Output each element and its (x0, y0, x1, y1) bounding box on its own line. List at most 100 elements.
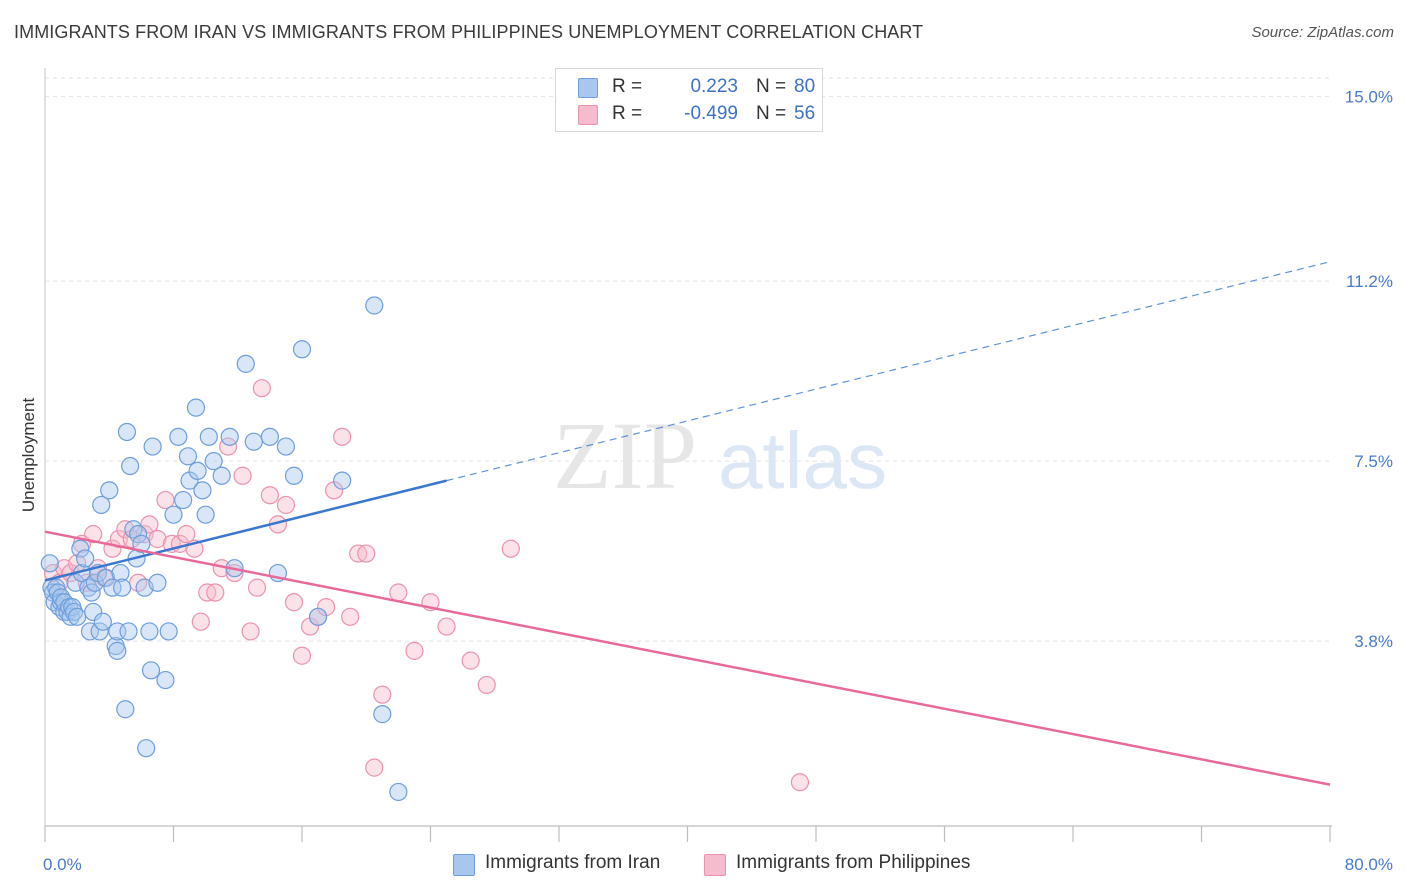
iran-point (174, 490, 193, 510)
correlation-legend: R = 0.223 N = 80 R = -0.499 N = 56 (555, 68, 823, 132)
iran-point (68, 607, 87, 626)
iran-point (204, 452, 223, 471)
philippines-trend-line (44, 530, 1331, 786)
watermark-atlas: atlas (718, 416, 887, 505)
iran-point (169, 427, 188, 446)
iran-point (96, 568, 116, 588)
iran-point (141, 661, 161, 680)
iran-point (90, 622, 109, 641)
iran-point (186, 398, 206, 417)
iran-point (220, 427, 239, 446)
philippines-point (405, 641, 424, 660)
legend-r-label: R = (612, 76, 643, 97)
iran-point (92, 495, 111, 515)
philippines-point (156, 490, 175, 510)
iran-point (100, 481, 119, 500)
legend-r-value: -0.499 (684, 103, 738, 124)
iran-points (40, 296, 408, 802)
iran-point (116, 700, 135, 719)
iran-point (308, 607, 328, 626)
philippines-point (357, 544, 376, 563)
iran-point (143, 437, 162, 456)
philippines-point (341, 607, 360, 626)
philippines-point (276, 495, 296, 515)
iran-point (365, 296, 384, 315)
gridlines (45, 77, 1330, 642)
iran-point (137, 739, 156, 758)
philippines-point (373, 685, 392, 704)
y-tick-label: 3.8% (1354, 632, 1393, 651)
legend-swatch-philippines (578, 105, 598, 125)
x-tick-label: 0.0% (43, 855, 82, 874)
iran-point (373, 705, 392, 724)
iran-trend-line (44, 479, 447, 582)
iran-point (82, 583, 101, 602)
philippines-point (84, 525, 103, 544)
iran-point (103, 578, 122, 597)
iran-trend-extension (446, 261, 1331, 482)
legend-n-label: N = (756, 103, 787, 124)
philippines-point (233, 466, 252, 485)
iran-point (119, 622, 138, 641)
y-tick-label: 7.5% (1354, 452, 1393, 471)
iran-point (244, 432, 263, 451)
iran-point (64, 602, 84, 622)
iran-point (156, 670, 175, 690)
iran-point (85, 573, 104, 592)
y-tick-label: 11.2% (1346, 272, 1393, 291)
y-tick-labels: 15.0% 11.2% 7.5% 3.8% (1345, 87, 1393, 651)
iran-point (148, 573, 167, 592)
iran-point (212, 466, 231, 485)
watermark: ZIP atlas (553, 402, 887, 509)
iran-point (164, 505, 183, 524)
x-tick-labels: 0.0% 80.0% (43, 855, 1393, 874)
iran-point (111, 563, 130, 583)
legend-r-label: R = (612, 103, 643, 124)
y-axis-title: Unemployment (19, 398, 38, 513)
legend-swatch-iran (578, 78, 598, 98)
philippines-point (260, 486, 279, 505)
series-swatch-philippines (704, 854, 726, 876)
iran-point (71, 539, 90, 558)
philippines-point (461, 651, 480, 670)
iran-point (40, 554, 59, 573)
iran-point (260, 427, 279, 446)
chart-title: IMMIGRANTS FROM IRAN VS IMMIGRANTS FROM … (14, 22, 924, 42)
axes (44, 68, 1332, 842)
iran-point (292, 340, 312, 359)
philippines-point (333, 427, 352, 446)
iran-point (389, 782, 408, 802)
iran-point (159, 622, 178, 641)
y-tick-label: 15.0% (1345, 87, 1393, 106)
iran-point (276, 437, 296, 456)
legend-r-value: 0.223 (690, 76, 738, 97)
series-label-iran: Immigrants from Iran (485, 852, 661, 873)
philippines-point (177, 525, 196, 544)
philippines-point (284, 593, 304, 612)
trend-lines (44, 261, 1331, 786)
iran-point (112, 578, 132, 597)
x-tick-label: 80.0% (1345, 855, 1393, 874)
philippines-point (477, 675, 496, 695)
iran-point (76, 549, 95, 568)
philippines-point (501, 539, 520, 558)
philippines-point (292, 646, 312, 665)
series-legend: Immigrants from Iran Immigrants from Phi… (0, 852, 1406, 876)
series-label-philippines: Immigrants from Philippines (736, 852, 971, 873)
iran-point (236, 354, 255, 373)
series-swatch-iran (453, 854, 475, 876)
philippines-point (365, 758, 384, 777)
iran-point (333, 471, 352, 490)
iran-point (108, 641, 127, 660)
philippines-point (437, 617, 456, 636)
iran-point (199, 427, 218, 446)
philippines-point (247, 578, 267, 597)
iran-point (121, 456, 140, 476)
iran-point (84, 602, 103, 622)
iran-point (48, 583, 67, 602)
iran-point (117, 422, 137, 442)
iran-point (178, 447, 198, 466)
iran-point (80, 622, 100, 641)
watermark-zip: ZIP (553, 402, 697, 509)
iran-point (284, 466, 304, 485)
